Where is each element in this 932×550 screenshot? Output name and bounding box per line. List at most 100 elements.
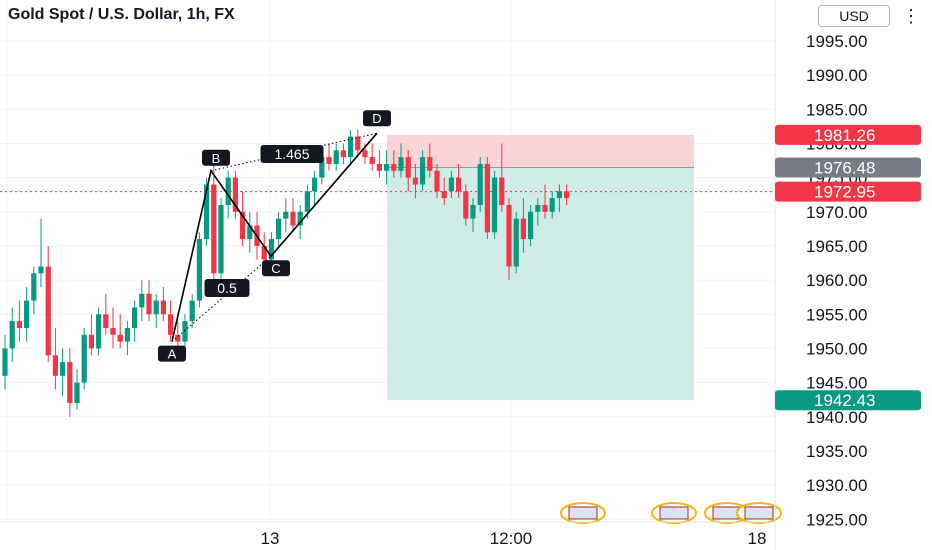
- pattern-ratio-label-box: [260, 145, 324, 163]
- currency-selector[interactable]: USD: [818, 5, 890, 27]
- candle-body: [268, 239, 274, 260]
- candle-body: [448, 177, 454, 192]
- candle-body: [218, 205, 224, 274]
- candle-body: [232, 177, 238, 212]
- candle-body: [67, 362, 73, 404]
- us-flag-icon: [659, 506, 689, 520]
- pattern-line: [171, 132, 378, 342]
- price-tag-label-stop: 1981.26: [814, 126, 875, 145]
- pattern-ratio-label-box: [204, 279, 250, 297]
- candle-body: [60, 362, 66, 376]
- pattern-point-label: A: [168, 347, 177, 362]
- candle-body: [542, 205, 548, 212]
- candle-body: [333, 150, 339, 164]
- candle-body: [434, 170, 440, 192]
- candle-body: [290, 211, 296, 226]
- candle-body: [31, 273, 37, 301]
- candle-body: [88, 334, 94, 349]
- candle-body: [470, 205, 476, 219]
- take-profit-zone: [387, 167, 694, 401]
- candle-body: [456, 177, 462, 192]
- us-flag-icon: [744, 506, 774, 520]
- pattern-point-label-box: [363, 110, 391, 127]
- candle-body: [355, 136, 361, 151]
- pattern-ratio-label: 0.5: [217, 280, 237, 296]
- candle-body: [24, 300, 30, 328]
- candle-body: [528, 211, 534, 240]
- us-flag-icon: [568, 506, 598, 520]
- price-axis-tick: 1930.00: [806, 476, 867, 495]
- pattern-ratio-label: 1.465: [274, 146, 309, 162]
- price-tag-label-entry: 1976.48: [814, 159, 875, 178]
- candle-body: [240, 211, 246, 240]
- candle-body: [117, 334, 123, 342]
- candle-body: [535, 205, 541, 212]
- candle-body: [132, 307, 138, 328]
- candle-body: [2, 348, 8, 376]
- candle-body: [81, 334, 87, 383]
- candle-body: [391, 164, 397, 171]
- candle-body: [175, 334, 181, 342]
- pattern-point-label-box: [158, 345, 186, 362]
- price-axis-tick: 1955.00: [806, 305, 867, 324]
- price-tag-last: [775, 181, 921, 202]
- candle-body: [204, 184, 210, 240]
- candle-body: [124, 328, 130, 342]
- candle-body: [103, 314, 109, 328]
- time-axis-tick: 18: [748, 529, 767, 548]
- candle-body: [45, 266, 51, 356]
- candle-body: [398, 157, 404, 171]
- price-axis-tick: 1965.00: [806, 237, 867, 256]
- gear-icon[interactable]: ⋮: [902, 6, 920, 26]
- pattern-ratio-line-ac: [171, 255, 272, 342]
- price-axis-tick: 1945.00: [806, 374, 867, 393]
- candle-body: [484, 164, 490, 233]
- candle-body: [110, 328, 116, 335]
- candle-body: [412, 177, 418, 185]
- price-axis-tick: 1935.00: [806, 442, 867, 461]
- price-tag-entry: [775, 157, 921, 178]
- candle-body: [9, 321, 15, 349]
- price-axis-tick: 1985.00: [806, 100, 867, 119]
- price-axis-tick: 1925.00: [806, 510, 867, 529]
- candle-body: [189, 300, 195, 322]
- candle-body: [319, 157, 325, 178]
- candle-body: [276, 218, 282, 240]
- candle-body: [168, 314, 174, 335]
- candle-body: [182, 321, 188, 342]
- candle-body: [297, 211, 303, 226]
- candle-body: [247, 225, 253, 240]
- candle-body: [139, 293, 145, 308]
- candle-body: [564, 191, 570, 199]
- candle-body: [211, 184, 217, 274]
- candle-body: [405, 157, 411, 178]
- candle-body: [369, 157, 375, 164]
- candle-body: [196, 239, 202, 301]
- price-tag-label-target: 1942.43: [814, 391, 875, 410]
- price-axis-tick: 1970.00: [806, 203, 867, 222]
- candle-body: [16, 321, 22, 328]
- candle-body: [312, 177, 318, 192]
- candle-body: [340, 150, 346, 158]
- candle-body: [74, 382, 80, 404]
- candle-body: [384, 164, 390, 171]
- candle-body: [225, 177, 231, 205]
- pattern-point-label-box: [202, 149, 230, 166]
- candle-body: [463, 191, 469, 219]
- candle-body: [326, 157, 332, 164]
- candle-body: [38, 266, 44, 274]
- chart-title: Gold Spot / U.S. Dollar, 1h, FX: [8, 6, 235, 23]
- price-axis-tick: 1990.00: [806, 66, 867, 85]
- candle-body: [441, 191, 447, 199]
- time-axis-tick: 13: [261, 529, 280, 548]
- price-axis-tick: 1995.00: [806, 32, 867, 51]
- candle-body: [420, 157, 426, 185]
- candle-body: [427, 157, 433, 171]
- candle-body: [283, 211, 289, 219]
- price-tag-target: [775, 390, 921, 411]
- candle-body: [153, 300, 159, 315]
- candle-body: [304, 191, 310, 212]
- candle-body: [549, 198, 555, 212]
- candle-body: [376, 164, 382, 171]
